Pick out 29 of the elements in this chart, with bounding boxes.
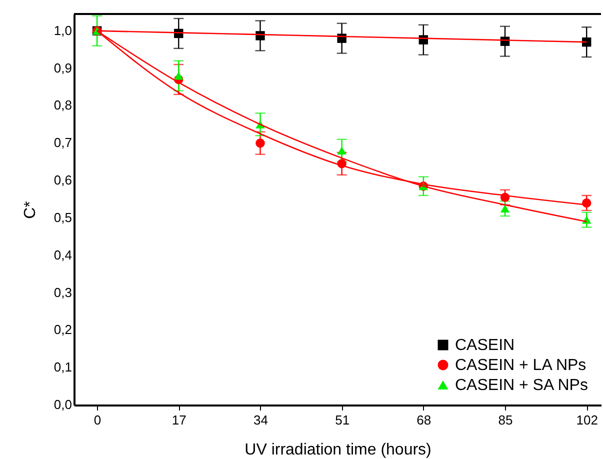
point <box>582 37 592 47</box>
point <box>337 146 346 155</box>
point <box>174 72 184 80</box>
x-axis-title: UV irradiation time (hours) <box>244 442 432 458</box>
y-tick-label: 0,3 <box>54 284 72 300</box>
legend-label: CASEIN + SA NPs <box>455 377 588 394</box>
y-tick-label: 0,1 <box>54 360 72 375</box>
x-tick-label: 17 <box>172 412 186 428</box>
legend-label: CASEIN <box>455 337 515 354</box>
y-tick-label: 0,0 <box>54 397 72 412</box>
x-tick-label: 68 <box>416 412 432 428</box>
y-tick-label: 0,4 <box>54 247 72 262</box>
x-tick-label: 51 <box>335 412 350 428</box>
y-tick-label: 0,7 <box>54 135 72 150</box>
x-tick-label: 0 <box>94 412 102 428</box>
x-tick-label: 102 <box>576 412 598 428</box>
legend-label: CASEIN + LA NPs <box>455 357 586 374</box>
x-tick-label: 34 <box>253 412 268 428</box>
y-axis-title: C* <box>22 201 39 219</box>
y-tick-label: 0,2 <box>54 322 72 338</box>
y-tick-label: 0,6 <box>54 172 72 188</box>
point <box>500 204 510 213</box>
y-tick-label: 0,9 <box>54 60 72 76</box>
point <box>582 198 592 208</box>
x-tick-label: 85 <box>498 412 513 428</box>
y-tick-label: 0,8 <box>54 98 72 113</box>
y-tick-label: 0,5 <box>54 210 72 225</box>
y-tick-label: 1,0 <box>54 22 72 38</box>
point <box>256 138 265 148</box>
